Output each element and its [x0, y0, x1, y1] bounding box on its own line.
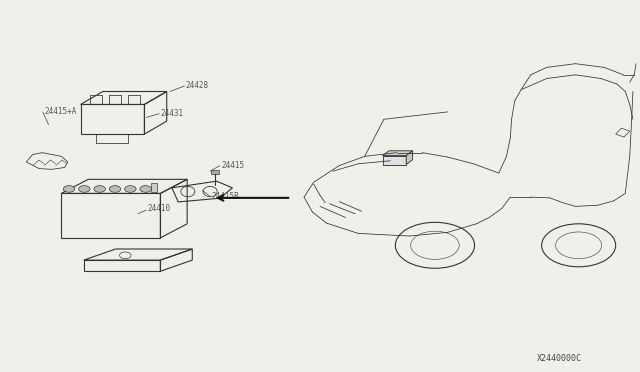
- Text: X2440000C: X2440000C: [537, 354, 582, 363]
- Text: 24410: 24410: [148, 205, 171, 214]
- Text: 24415: 24415: [221, 161, 244, 170]
- Text: 24415+A: 24415+A: [44, 108, 77, 116]
- Polygon shape: [383, 151, 413, 155]
- Circle shape: [109, 186, 121, 192]
- Circle shape: [63, 186, 75, 192]
- Text: 24415B: 24415B: [211, 192, 239, 201]
- Bar: [211, 170, 219, 174]
- Circle shape: [79, 186, 90, 192]
- Bar: [151, 183, 157, 192]
- Polygon shape: [383, 155, 406, 164]
- Text: 24431: 24431: [161, 109, 184, 118]
- Polygon shape: [406, 151, 413, 164]
- Circle shape: [125, 186, 136, 192]
- Circle shape: [94, 186, 106, 192]
- Circle shape: [140, 186, 152, 192]
- Text: 24428: 24428: [186, 81, 209, 90]
